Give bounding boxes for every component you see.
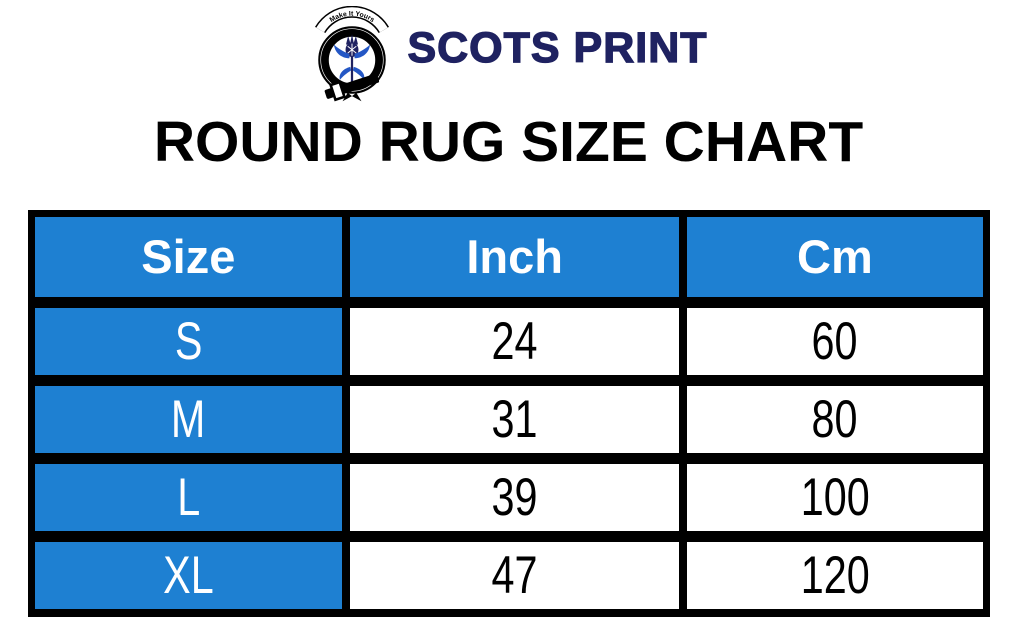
ribbon-tail-left (342, 92, 353, 102)
cm-cell: 100 (679, 452, 990, 542)
inch-cell: 39 (342, 452, 688, 542)
col-header-cm: Cm (679, 209, 990, 308)
cm-cell: 120 (679, 530, 990, 617)
table-row: L 39 100 (27, 452, 990, 542)
size-chart-table: Size Inch Cm S 24 60 M 31 80 L 39 100 XL… (27, 209, 990, 617)
brand-header: Make It Yours SCOTS PRINT (0, 0, 1017, 103)
inch-cell: 31 (342, 374, 688, 464)
col-header-size: Size (27, 209, 351, 308)
size-cell: XL (27, 530, 351, 617)
ribbon-tail-right (352, 92, 362, 102)
size-cell: S (27, 296, 351, 386)
page-title: ROUND RUG SIZE CHART (153, 110, 864, 174)
header-row: Size Inch Cm (27, 209, 990, 308)
brand-name: SCOTS PRINT (407, 23, 708, 72)
cm-cell: 80 (679, 374, 990, 464)
size-cell: L (27, 452, 351, 542)
banner-band (316, 7, 389, 33)
table-row: XL 47 120 (27, 530, 990, 617)
table-row: S 24 60 (27, 296, 990, 386)
size-cell: M (27, 374, 351, 464)
inch-cell: 47 (342, 530, 688, 617)
belt-and-buckle (325, 73, 380, 102)
col-header-inch: Inch (342, 209, 688, 308)
cm-cell: 60 (679, 296, 990, 386)
table-row: M 31 80 (27, 374, 990, 464)
thistle-icon (334, 34, 371, 84)
thistle-crest-badge-icon: Make It Yours (315, 6, 390, 102)
inch-cell: 24 (342, 296, 688, 386)
